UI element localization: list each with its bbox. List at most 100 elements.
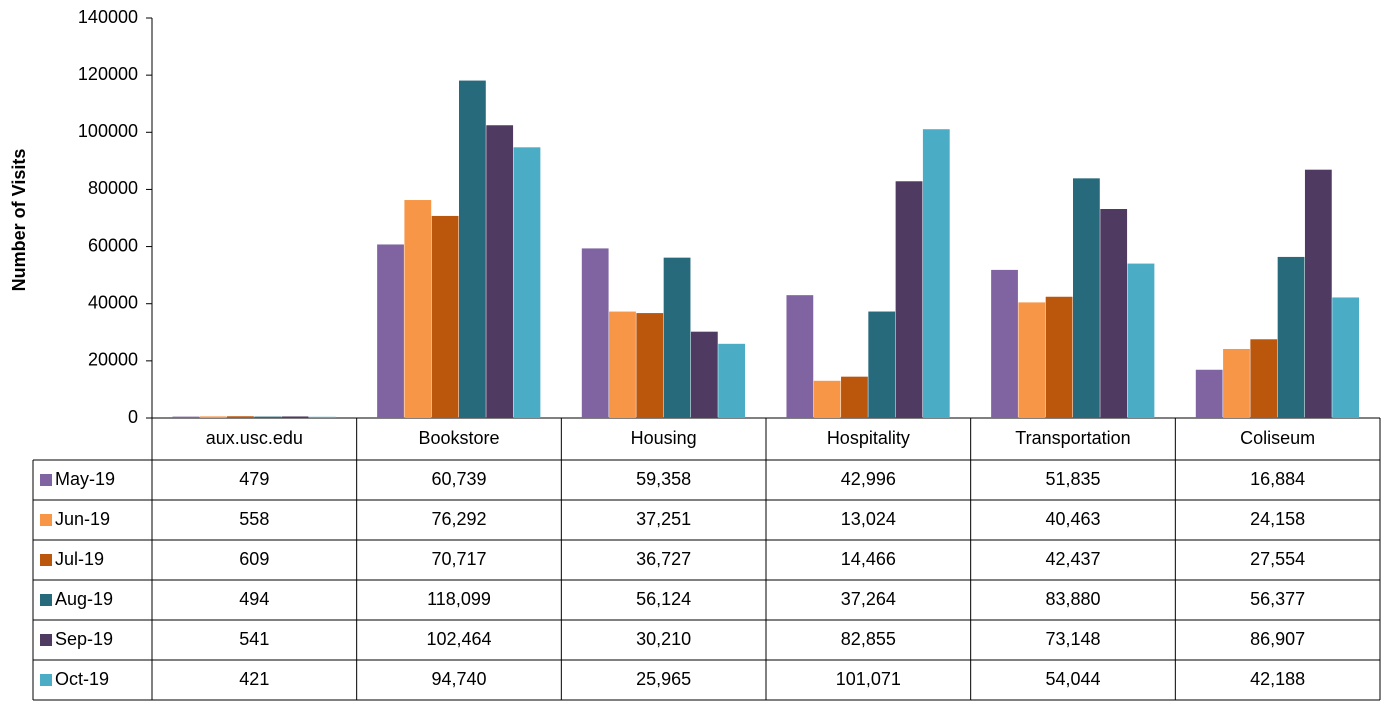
- table-cell: 37,251: [636, 509, 691, 529]
- x-tick-label: Transportation: [1015, 428, 1130, 448]
- table-cell: 421: [239, 669, 269, 689]
- table-cell: 42,996: [841, 469, 896, 489]
- bar: [1045, 296, 1073, 418]
- table-cell: 558: [239, 509, 269, 529]
- y-tick-label: 80000: [88, 178, 138, 198]
- bar: [513, 147, 541, 419]
- legend-swatch: [40, 474, 52, 486]
- table-cell: 86,907: [1250, 629, 1305, 649]
- bar: [227, 416, 254, 418]
- legend-label: Sep-19: [55, 629, 113, 649]
- y-tick-label: 20000: [88, 350, 138, 370]
- y-tick-label: 0: [128, 407, 138, 427]
- bar: [1250, 339, 1278, 418]
- table-cell: 60,739: [431, 469, 486, 489]
- bar: [199, 416, 227, 418]
- y-tick-label: 40000: [88, 292, 138, 312]
- bar: [1100, 209, 1128, 418]
- table-cell: 37,264: [841, 589, 896, 609]
- table-cell: 94,740: [431, 669, 486, 689]
- bar: [459, 80, 486, 419]
- table-cell: 30,210: [636, 629, 691, 649]
- table-cell: 73,148: [1045, 629, 1100, 649]
- legend-label: Jul-19: [55, 549, 104, 569]
- table-cell: 27,554: [1250, 549, 1305, 569]
- y-tick-label: 60000: [88, 235, 138, 255]
- table-cell: 13,024: [841, 509, 896, 529]
- bar: [636, 313, 664, 418]
- table-cell: 24,158: [1250, 509, 1305, 529]
- bar: [690, 331, 718, 418]
- bar: [308, 416, 336, 418]
- bar: [868, 311, 896, 418]
- bar: [1018, 302, 1046, 418]
- legend-swatch: [40, 594, 52, 606]
- x-tick-label: Coliseum: [1240, 428, 1315, 448]
- table-cell: 56,377: [1250, 589, 1305, 609]
- bar: [609, 311, 636, 418]
- table-cell: 54,044: [1045, 669, 1100, 689]
- table-cell: 40,463: [1045, 509, 1100, 529]
- table-cell: 56,124: [636, 589, 691, 609]
- bar: [1332, 297, 1360, 418]
- y-tick-label: 140000: [78, 7, 138, 27]
- bar: [377, 244, 404, 418]
- legend-swatch: [40, 514, 52, 526]
- table-cell: 102,464: [426, 629, 491, 649]
- bar: [1223, 348, 1250, 418]
- table-cell: 36,727: [636, 549, 691, 569]
- bar: [1127, 263, 1155, 418]
- x-tick-label: Hospitality: [827, 428, 910, 448]
- table-cell: 83,880: [1045, 589, 1100, 609]
- bar: [895, 181, 923, 418]
- bar: [404, 200, 432, 418]
- legend-swatch: [40, 554, 52, 566]
- legend-swatch: [40, 634, 52, 646]
- table-cell: 541: [239, 629, 269, 649]
- table-cell: 82,855: [841, 629, 896, 649]
- bar: [922, 129, 950, 418]
- legend-label: Jun-19: [55, 509, 110, 529]
- bar: [581, 248, 609, 418]
- table-cell: 14,466: [841, 549, 896, 569]
- legend-label: Oct-19: [55, 669, 109, 689]
- bar: [1304, 169, 1332, 418]
- bar: [1277, 256, 1305, 418]
- table-cell: 118,099: [427, 589, 491, 609]
- table-cell: 494: [239, 589, 269, 609]
- table-cell: 609: [239, 549, 269, 569]
- legend-label: Aug-19: [55, 589, 113, 609]
- bar: [254, 416, 282, 418]
- table-cell: 479: [239, 469, 269, 489]
- table-cell: 59,358: [636, 469, 691, 489]
- table-cell: 70,717: [431, 549, 486, 569]
- bar: [1195, 369, 1223, 418]
- table-cell: 101,071: [836, 669, 901, 689]
- x-tick-label: Bookstore: [418, 428, 499, 448]
- bar: [813, 380, 841, 418]
- x-tick-label: Housing: [631, 428, 697, 448]
- table-cell: 42,188: [1250, 669, 1305, 689]
- y-tick-label: 120000: [78, 64, 138, 84]
- bar: [1073, 178, 1100, 418]
- table-cell: 25,965: [636, 669, 691, 689]
- legend-label: May-19: [55, 469, 115, 489]
- table-cell: 51,835: [1045, 469, 1100, 489]
- bar: [786, 295, 814, 418]
- y-tick-label: 100000: [78, 121, 138, 141]
- legend-swatch: [40, 674, 52, 686]
- bar: [718, 343, 746, 418]
- table-cell: 16,884: [1250, 469, 1305, 489]
- table-cell: 42,437: [1045, 549, 1100, 569]
- bar: [991, 269, 1018, 418]
- table-cell: 76,292: [431, 509, 486, 529]
- x-tick-label: aux.usc.edu: [206, 428, 303, 448]
- bar: [431, 215, 459, 418]
- bar: [486, 125, 514, 418]
- y-axis-label: Number of Visits: [9, 149, 29, 292]
- bar: [172, 416, 200, 418]
- bar: [841, 376, 868, 418]
- bar: [663, 257, 691, 418]
- bar: [281, 416, 309, 418]
